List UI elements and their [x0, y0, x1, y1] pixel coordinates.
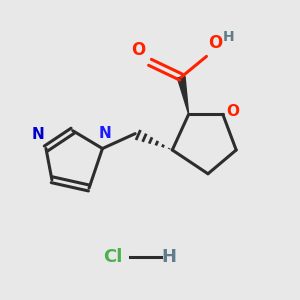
Text: H: H [223, 30, 234, 44]
Text: O: O [131, 41, 146, 59]
Text: O: O [227, 104, 240, 119]
Text: O: O [208, 34, 222, 52]
Text: N: N [98, 126, 111, 141]
Polygon shape [177, 76, 189, 114]
Text: N: N [31, 127, 44, 142]
Text: H: H [162, 248, 177, 266]
Text: Cl: Cl [103, 248, 122, 266]
